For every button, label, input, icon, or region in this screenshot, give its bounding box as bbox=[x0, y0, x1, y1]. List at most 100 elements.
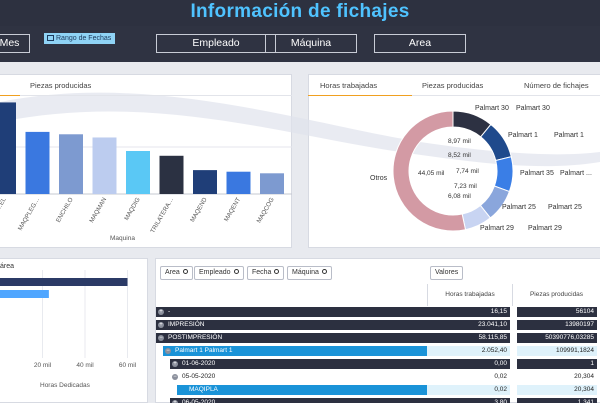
bar-5 bbox=[159, 155, 184, 194]
expand-icon[interactable]: + bbox=[158, 322, 164, 328]
area-field-chip[interactable]: Area bbox=[160, 266, 193, 280]
bar-tick-label-5: TRILATERA… bbox=[149, 197, 175, 235]
bar-6 bbox=[193, 170, 217, 194]
collapse-icon[interactable]: − bbox=[158, 335, 164, 341]
outer-label-4: Palmart 35 bbox=[520, 170, 554, 177]
row-label: POSTIMPRESIÓN bbox=[156, 333, 428, 343]
machine-chip-label: Máquina bbox=[292, 269, 319, 276]
tab-piezas-producidas[interactable]: Piezas producidas bbox=[30, 81, 92, 90]
date-range-button[interactable]: Rango de Fechas bbox=[44, 33, 116, 44]
slice-label-5: 44,05 mil bbox=[418, 170, 445, 177]
bar-tick-label-1: MAQPLEG… bbox=[17, 197, 41, 232]
area-panel-title: área bbox=[0, 263, 15, 270]
outer-label-2: Palmart 1 bbox=[508, 132, 538, 139]
table-row[interactable]: 05-05-2020− 0,02 20,304 bbox=[155, 372, 600, 382]
donut-slice-5 bbox=[392, 110, 467, 232]
bar-8 bbox=[260, 173, 284, 194]
row-label: MAQIPLA bbox=[177, 385, 428, 395]
bar-tick-label-4: MAQDIG bbox=[123, 196, 142, 221]
cell-horas: 0,02 bbox=[427, 372, 510, 382]
row-label: 01-06-2020 bbox=[170, 359, 428, 369]
col-header-piezas: Piezas producidas bbox=[529, 291, 584, 298]
active-tab-indicator-right bbox=[308, 95, 412, 96]
cell-piezas: 1 bbox=[517, 359, 597, 369]
active-tab-indicator bbox=[0, 95, 20, 96]
cell-horas: 0,00 bbox=[427, 359, 510, 369]
bar-1 bbox=[25, 131, 50, 194]
collapse-icon[interactable]: − bbox=[165, 348, 171, 354]
cell-horas: 58.115,85 bbox=[427, 333, 510, 343]
hours-axis-label: Horas Dedicadas bbox=[40, 382, 90, 389]
cell-piezas: 109991,1824 bbox=[517, 346, 597, 356]
cell-piezas: 20,304 bbox=[517, 372, 597, 382]
cell-horas: 0,02 bbox=[427, 385, 510, 395]
machine-panel-tabs: Piezas producidas bbox=[0, 74, 292, 96]
slice-label-2: 7,74 mil bbox=[456, 168, 479, 175]
donut-slice-2 bbox=[493, 156, 514, 193]
row-label: IMPRESIÓN bbox=[156, 320, 428, 330]
outer-label-8: Palmart 29 bbox=[480, 225, 514, 232]
search-icon bbox=[321, 269, 327, 274]
table-row[interactable]: POSTIMPRESIÓN − 58.115,85 50390776,03285 bbox=[155, 333, 600, 343]
expand-icon[interactable]: + bbox=[172, 400, 178, 403]
cell-piezas: 56104 bbox=[517, 307, 597, 317]
tab-numero-fichajes[interactable]: Número de fichajes bbox=[524, 81, 589, 90]
employee-filter-button[interactable]: Empleado bbox=[156, 34, 276, 53]
table-row[interactable]: 06-05-2020 +3,80 1.341 bbox=[155, 398, 600, 403]
outer-label-5: Palmart ... bbox=[560, 170, 592, 177]
area-hours-chart: 20 mil 40 mil 60 mil bbox=[0, 270, 137, 369]
bar-tick-label-2: ENCHILO bbox=[55, 196, 75, 223]
slice-label-4: 6,08 mil bbox=[448, 193, 471, 200]
outer-label-3: Palmart 1 bbox=[554, 132, 584, 139]
workers-donut-chart: 8,97 mil 8,52 mil 7,74 mil 7,23 mil 6,08 mil… bbox=[370, 105, 592, 232]
collapse-icon[interactable]: − bbox=[172, 374, 178, 380]
cell-horas: 2.052,40 bbox=[427, 346, 510, 356]
tab-horas-trabajadas[interactable]: Horas trabajadas bbox=[320, 81, 378, 90]
cell-piezas: 1.341 bbox=[517, 398, 597, 403]
employee-field-chip[interactable]: Empleado bbox=[194, 266, 244, 280]
search-icon bbox=[233, 269, 239, 274]
bar-tick-label-8: MAQCOG bbox=[256, 196, 276, 224]
bar-tick-label-0: …EL bbox=[0, 196, 8, 212]
expand-icon[interactable]: + bbox=[158, 309, 164, 315]
filter-bar: Mes Rango de Fechas Empleado Máquina Are… bbox=[0, 26, 600, 62]
month-filter-button[interactable]: Mes bbox=[0, 34, 30, 53]
row-label: 05-05-2020 bbox=[170, 372, 428, 382]
outer-label-6: Palmart 25 bbox=[502, 204, 536, 211]
outer-label-1: Palmart 30 bbox=[516, 105, 550, 112]
cell-piezas: 50390776,03285 bbox=[517, 333, 597, 343]
bar-2 bbox=[59, 134, 83, 194]
cell-horas: 3,80 bbox=[427, 398, 510, 403]
row-label: Palmart 1 Palmart 1 bbox=[163, 346, 428, 356]
expand-icon[interactable]: + bbox=[172, 361, 178, 367]
page-title: Información de fichajes bbox=[190, 1, 410, 22]
area-chip-label: Area bbox=[165, 269, 180, 276]
col-header-horas: Horas trabajadas bbox=[427, 284, 513, 306]
machine-filter-button[interactable]: Máquina bbox=[265, 34, 357, 53]
bar-tick-label-6: MAQEND bbox=[189, 196, 209, 223]
date-field-chip[interactable]: Fecha bbox=[247, 266, 285, 280]
outer-label-0: Palmart 30 bbox=[475, 105, 509, 112]
table-row[interactable]: - +16,15 56104 bbox=[155, 307, 600, 317]
search-icon bbox=[274, 269, 280, 274]
area-filter-button[interactable]: Area bbox=[374, 34, 466, 53]
bar-4 bbox=[126, 151, 150, 194]
outer-label-9: Palmart 29 bbox=[528, 225, 562, 232]
values-chip[interactable]: Valores bbox=[430, 266, 464, 280]
date-range-label: Rango de Fechas bbox=[56, 35, 112, 42]
calendar-icon bbox=[47, 35, 54, 41]
search-icon bbox=[182, 269, 188, 274]
table-row[interactable]: IMPRESIÓN +23.041,10 13980197 bbox=[155, 320, 600, 330]
row-label: 06-05-2020 bbox=[170, 398, 428, 403]
cell-horas: 16,15 bbox=[427, 307, 510, 317]
table-row[interactable]: MAQIPLA 0,02 20,304 bbox=[155, 385, 600, 395]
date-chip-label: Fecha bbox=[252, 269, 272, 276]
bar-3 bbox=[92, 137, 117, 194]
tab-piezas-producidas-right[interactable]: Piezas producidas bbox=[422, 81, 484, 90]
row-label: - bbox=[156, 307, 428, 317]
bar-7 bbox=[226, 171, 251, 194]
machine-field-chip[interactable]: Máquina bbox=[287, 266, 332, 280]
table-row[interactable]: Palmart 1 Palmart 1− 2.052,40 109991,1824 bbox=[155, 346, 600, 356]
table-row[interactable]: 01-06-2020 +0,00 1 bbox=[155, 359, 600, 369]
cell-horas: 23.041,10 bbox=[427, 320, 510, 330]
